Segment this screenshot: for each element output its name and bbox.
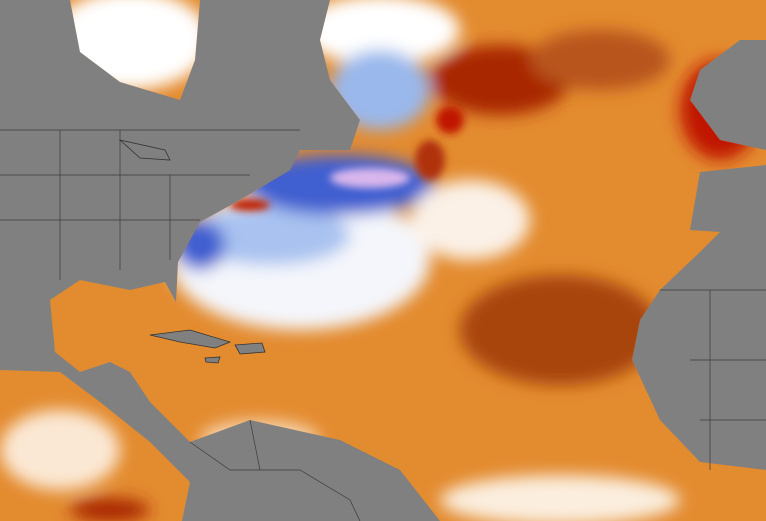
hispaniola (234, 342, 266, 355)
cool-patch (440, 475, 680, 521)
cool-patch (410, 180, 530, 260)
jamaica (204, 356, 221, 364)
cool-patch (300, 0, 460, 65)
cuba (149, 329, 232, 349)
anomaly-detail (230, 106, 464, 211)
great-lakes (118, 139, 171, 161)
islands (118, 139, 266, 364)
state-lines (0, 129, 300, 280)
warm-eddy (436, 106, 464, 134)
warm-eddy (230, 199, 270, 211)
cool-patch (190, 205, 350, 265)
warm-patch (460, 275, 660, 385)
warm-eddy (415, 140, 445, 180)
south-america-borders (189, 419, 361, 521)
cool-patch (330, 50, 430, 130)
borders (0, 129, 766, 521)
africa-borders (660, 289, 766, 470)
warm-patch (530, 30, 670, 90)
cold-core (330, 168, 410, 188)
cool-patch (0, 410, 120, 490)
warm-patch (70, 498, 150, 521)
